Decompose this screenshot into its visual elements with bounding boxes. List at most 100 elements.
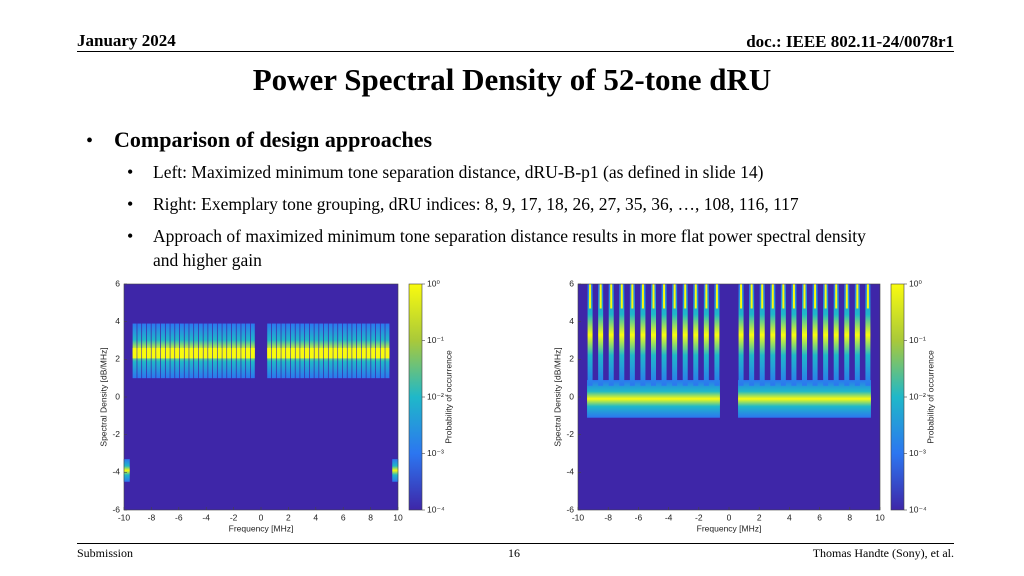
heatmap-spike-core	[620, 284, 623, 309]
figures: -10 -8 -6 -4 -2 0 2 4 6 8 10 -6 -4 -2 0 2 4 6 Frequency [M…	[98, 278, 935, 533]
heatmap-core	[227, 348, 232, 359]
colorbar-label: Probability of occurrence	[443, 350, 453, 444]
heatmap-spike	[759, 284, 765, 386]
heatmap-spike-core	[705, 284, 708, 309]
x-tick-label: 4	[787, 512, 792, 522]
heatmap-core	[286, 348, 291, 359]
colorbar-tick-label: 10⁻⁴	[427, 504, 445, 514]
x-tick-label: -4	[665, 512, 673, 522]
heatmap-core	[212, 348, 217, 359]
colorbar-tick-label: 10⁻³	[427, 448, 444, 458]
x-tick-label: -6	[175, 512, 183, 522]
x-tick-label: 2	[757, 512, 762, 522]
header-rule	[77, 51, 954, 52]
x-tick-label: -2	[230, 512, 238, 522]
x-tick-label: 2	[286, 512, 291, 522]
heatmap-core	[333, 348, 338, 359]
heatmap-spike-core	[792, 284, 795, 309]
heatmap-core	[241, 348, 246, 359]
heatmap-core	[203, 348, 208, 359]
date: January 2024	[77, 31, 176, 50]
heatmap-core	[366, 348, 371, 359]
heatmap-core	[338, 348, 343, 359]
heatmap-spike	[629, 284, 635, 386]
x-tick-label: -2	[695, 512, 703, 522]
y-tick-label: 2	[569, 354, 574, 364]
heatmap-core	[314, 348, 319, 359]
heatmap-core	[300, 348, 305, 359]
heatmap-core	[208, 348, 213, 359]
heatmap-core	[217, 348, 222, 359]
colorbar-tick-label: 10⁻¹	[427, 335, 444, 345]
x-tick-label: 8	[847, 512, 852, 522]
heatmap-spike	[844, 284, 850, 386]
heatmap-core	[132, 348, 137, 359]
heatmap-spike-core	[694, 284, 697, 309]
x-tick-label: 6	[817, 512, 822, 522]
x-tick-label: -8	[604, 512, 612, 522]
heatmap-spike	[812, 284, 818, 386]
colorbar-tick-label: 10⁻¹	[909, 335, 926, 345]
heatmap-core	[246, 348, 251, 359]
heatmap-core	[281, 348, 286, 359]
heatmap-core	[231, 348, 236, 359]
heatmap-core	[319, 348, 324, 359]
colorbar-label: Probability of occurrence	[925, 350, 935, 444]
heatmap-core	[295, 348, 300, 359]
heatmap-spike-core	[782, 284, 785, 309]
x-tick-label: -10	[118, 512, 131, 522]
plot-area	[124, 284, 398, 510]
bullet-item: Right: Exemplary tone grouping, dRU indi…	[153, 194, 799, 214]
heatmap-spike	[661, 284, 667, 386]
heatmap-core	[175, 348, 180, 359]
y-tick-label: -6	[566, 504, 574, 514]
heatmap-core	[194, 348, 199, 359]
heatmap-core	[347, 348, 352, 359]
bullet: •	[127, 226, 134, 246]
x-tick-label: 8	[368, 512, 373, 522]
y-tick-label: -2	[566, 429, 574, 439]
heatmap-core	[165, 348, 170, 359]
bullet: •	[127, 162, 134, 182]
y-tick-label: 6	[569, 278, 574, 288]
footer-right: Thomas Handte (Sony), et al.	[812, 546, 954, 560]
heatmap-core	[309, 348, 314, 359]
slide-title: Power Spectral Density of 52-tone dRU	[252, 62, 772, 97]
heatmap-spike	[770, 284, 776, 386]
x-tick-label: 10	[393, 512, 403, 522]
heatmap-core	[236, 348, 241, 359]
heatmap-spike	[640, 284, 646, 386]
heatmap-spike	[598, 284, 604, 386]
doc-id: doc.: IEEE 802.11-24/0078r1	[746, 32, 954, 51]
x-tick-label: -4	[202, 512, 210, 522]
heatmap-spike	[791, 284, 797, 386]
x-tick-label: -8	[148, 512, 156, 522]
y-axis-label: Spectral Density [dB/MHz]	[552, 347, 562, 446]
heatmap-core	[189, 348, 194, 359]
heatmap-spike	[865, 284, 871, 386]
heatmap-spike-core	[641, 284, 644, 309]
y-tick-label: 6	[115, 278, 120, 288]
x-tick-label: 6	[341, 512, 346, 522]
footer-left: Submission	[77, 546, 134, 560]
colorbar-tick-label: 10⁻²	[427, 391, 444, 401]
colorbar	[890, 283, 905, 511]
x-tick-label: 0	[727, 512, 732, 522]
heatmap-spike-core	[589, 284, 592, 309]
y-tick-label: -4	[112, 467, 120, 477]
heatmap-core	[371, 348, 376, 359]
heatmap-spike	[703, 284, 709, 386]
heatmap-spike	[738, 284, 744, 386]
x-tick-label: -10	[572, 512, 585, 522]
heatmap-core	[305, 348, 310, 359]
y-tick-label: -4	[566, 467, 574, 477]
x-tick-label: 10	[875, 512, 885, 522]
heatmap-edge	[123, 459, 130, 482]
heatmap-edge	[392, 459, 399, 482]
heatmap-core	[160, 348, 165, 359]
colorbar-tick-label: 10⁻²	[909, 391, 926, 401]
colorbar-tick-label: 10⁰	[427, 278, 440, 288]
colorbar-tick-label: 10⁰	[909, 278, 922, 288]
heatmap-spike	[823, 284, 829, 386]
